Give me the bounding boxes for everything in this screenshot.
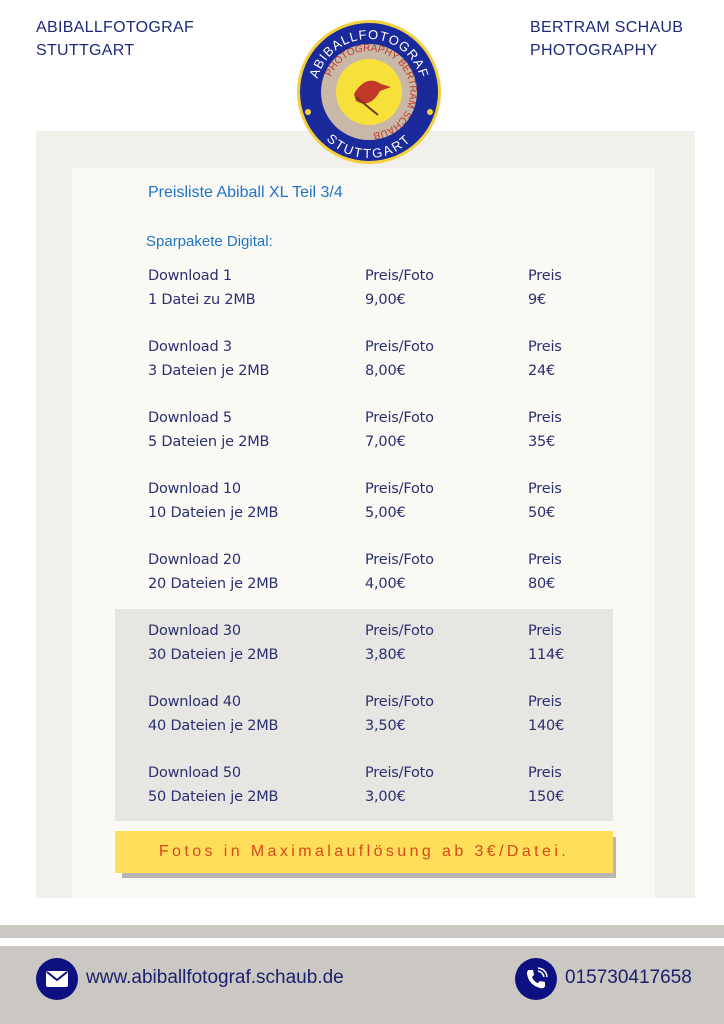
header-right-line1: BERTRAM SCHAUB bbox=[530, 19, 684, 36]
row-name: Download 3 bbox=[148, 339, 232, 355]
price-row: Download 50 50 Dateien je 2MB Preis/Foto 3,… bbox=[0, 765, 724, 813]
row-name: Download 40 bbox=[148, 694, 241, 710]
row-unit: 3,00€ bbox=[365, 789, 406, 805]
row-name: Download 1 bbox=[148, 268, 232, 284]
price-row: Download 3 3 Dateien je 2MB Preis/Foto 8,00… bbox=[0, 339, 724, 387]
phone-icon[interactable] bbox=[515, 958, 557, 1000]
row-total-label: Preis bbox=[528, 339, 562, 355]
row-desc: 5 Dateien je 2MB bbox=[148, 434, 270, 450]
header-left-line1: ABIBALLFOTOGRAF bbox=[36, 19, 195, 36]
row-desc: 20 Dateien je 2MB bbox=[148, 576, 279, 592]
row-desc: 40 Dateien je 2MB bbox=[148, 718, 279, 734]
row-unit-label: Preis/Foto bbox=[365, 268, 434, 284]
row-total-label: Preis bbox=[528, 623, 562, 639]
mail-icon[interactable] bbox=[36, 958, 78, 1000]
page-title: Preisliste Abiball XL Teil 3/4 bbox=[148, 184, 343, 201]
row-total: 35€ bbox=[528, 434, 556, 450]
row-unit: 9,00€ bbox=[365, 292, 406, 308]
row-total: 140€ bbox=[528, 718, 565, 734]
header-right-line2: PHOTOGRAPHY bbox=[530, 42, 658, 59]
row-desc: 1 Datei zu 2MB bbox=[148, 292, 256, 308]
row-unit: 8,00€ bbox=[365, 363, 406, 379]
promo-banner: Fotos in Maximalauflösung ab 3€/Datei. bbox=[115, 831, 613, 873]
price-row: Download 1 1 Datei zu 2MB Preis/Foto 9,00€ P… bbox=[0, 268, 724, 316]
logo: ABIBALLFOTOGRAF STUTTGART PHOTOGRAPHY BE… bbox=[297, 20, 441, 164]
row-total-label: Preis bbox=[528, 552, 562, 568]
row-total: 80€ bbox=[528, 576, 556, 592]
footer bbox=[0, 946, 724, 1024]
row-unit-label: Preis/Foto bbox=[365, 623, 434, 639]
row-unit-label: Preis/Foto bbox=[365, 694, 434, 710]
price-row: Download 5 5 Dateien je 2MB Preis/Foto 7,00… bbox=[0, 410, 724, 458]
price-row: Download 20 20 Dateien je 2MB Preis/Foto 4,… bbox=[0, 552, 724, 600]
row-unit: 3,80€ bbox=[365, 647, 406, 663]
row-total-label: Preis bbox=[528, 694, 562, 710]
header-right: BERTRAM SCHAUB PHOTOGRAPHY bbox=[530, 16, 683, 62]
row-unit-label: Preis/Foto bbox=[365, 481, 434, 497]
price-row: Download 30 30 Dateien je 2MB Preis/Foto 3,… bbox=[0, 623, 724, 671]
row-total: 9€ bbox=[528, 292, 547, 308]
row-total-label: Preis bbox=[528, 765, 562, 781]
phone-number[interactable]: 015730417658 bbox=[565, 967, 692, 988]
price-row: Download 10 10 Dateien je 2MB Preis/Foto 5,… bbox=[0, 481, 724, 529]
row-unit: 7,00€ bbox=[365, 434, 406, 450]
row-unit: 4,00€ bbox=[365, 576, 406, 592]
row-name: Download 5 bbox=[148, 410, 232, 426]
row-name: Download 20 bbox=[148, 552, 241, 568]
section-subtitle: Sparpakete Digital: bbox=[146, 233, 273, 250]
footer-stripe bbox=[0, 925, 724, 938]
row-desc: 10 Dateien je 2MB bbox=[148, 505, 279, 521]
row-total: 24€ bbox=[528, 363, 556, 379]
row-desc: 3 Dateien je 2MB bbox=[148, 363, 270, 379]
row-total-label: Preis bbox=[528, 481, 562, 497]
header-left-line2: STUTTGART bbox=[36, 42, 135, 59]
row-desc: 50 Dateien je 2MB bbox=[148, 789, 279, 805]
row-unit-label: Preis/Foto bbox=[365, 410, 434, 426]
price-row: Download 40 40 Dateien je 2MB Preis/Foto 3,… bbox=[0, 694, 724, 742]
row-name: Download 10 bbox=[148, 481, 241, 497]
header-left: ABIBALLFOTOGRAF STUTTGART bbox=[36, 16, 194, 62]
row-unit-label: Preis/Foto bbox=[365, 552, 434, 568]
row-total-label: Preis bbox=[528, 410, 562, 426]
row-desc: 30 Dateien je 2MB bbox=[148, 647, 279, 663]
row-unit: 5,00€ bbox=[365, 505, 406, 521]
row-name: Download 50 bbox=[148, 765, 241, 781]
website-link[interactable]: www.abiballfotograf.schaub.de bbox=[86, 967, 344, 988]
row-unit-label: Preis/Foto bbox=[365, 765, 434, 781]
row-total: 50€ bbox=[528, 505, 556, 521]
row-total-label: Preis bbox=[528, 268, 562, 284]
row-unit-label: Preis/Foto bbox=[365, 339, 434, 355]
row-name: Download 30 bbox=[148, 623, 241, 639]
row-total: 150€ bbox=[528, 789, 565, 805]
highlight-box bbox=[115, 609, 613, 821]
row-total: 114€ bbox=[528, 647, 565, 663]
row-unit: 3,50€ bbox=[365, 718, 406, 734]
